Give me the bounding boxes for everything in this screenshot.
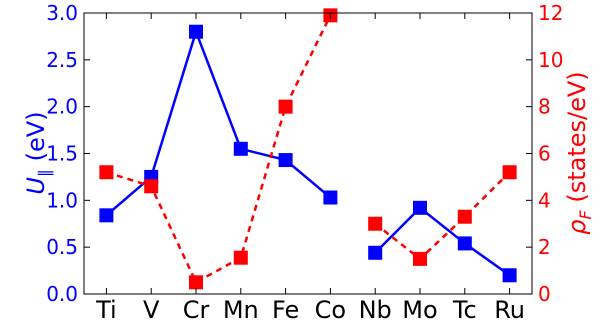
x-tick-label: Tc (452, 296, 477, 324)
data-point-left (189, 24, 203, 39)
data-point-left (368, 245, 383, 260)
left-axis-label: U∥ (eV) (22, 111, 54, 194)
x-tick-label: Cr (183, 296, 210, 324)
x-tick-label: V (143, 296, 160, 324)
x-tick-label: Mn (223, 296, 259, 324)
right-y-tick-label: 10 (538, 48, 563, 72)
x-tick-label: Fe (272, 296, 299, 324)
left-axis-label-main: U (22, 177, 50, 195)
data-point-left (99, 208, 114, 223)
data-point-right (413, 251, 427, 266)
data-point-left (457, 236, 472, 251)
right-y-tick-label: 0 (538, 282, 551, 306)
data-point-left (502, 268, 517, 283)
x-tick-label: Mo (402, 296, 437, 324)
data-point-right (457, 209, 472, 224)
x-tick-label: Nb (359, 296, 392, 324)
right-y-tick-label: 2 (538, 235, 551, 259)
data-point-left (323, 190, 338, 205)
data-point-right (278, 99, 293, 114)
right-axis-label-main: ρ (563, 219, 591, 234)
x-tick-label: Ru (494, 296, 525, 324)
series-layer (99, 8, 517, 290)
series-line-right (106, 14, 332, 285)
x-tick-label: Co (315, 296, 346, 324)
x-tick-label: Ti (95, 296, 117, 324)
left-y-tick-label: 1.5 (46, 142, 78, 166)
series-line-left (374, 206, 511, 277)
left-axis-label-unit: (eV) (22, 111, 50, 169)
right-axis-label-unit: (states/eV) (563, 71, 591, 210)
data-point-right (144, 179, 159, 194)
left-y-tick-label: 2.0 (46, 95, 78, 119)
data-point-right (368, 216, 383, 231)
right-y-tick-label: 6 (538, 142, 551, 166)
right-y-tick-label: 12 (538, 1, 563, 25)
left-y-tick-label: 2.5 (46, 48, 78, 72)
data-point-right (189, 275, 203, 290)
left-y-tick-label: 0.0 (46, 282, 78, 306)
plot-frame (83, 12, 533, 295)
data-point-right (233, 250, 248, 265)
series-line-right (374, 171, 511, 261)
data-point-right (502, 165, 517, 180)
ticks-layer: Ti V Cr Mn Fe Co Nb Mo Tc Ru 0.0 0.5 1.0 1.5 2.0 2.5 3.0… (46, 1, 563, 324)
data-point-right (99, 165, 114, 180)
right-y-tick-label: 4 (538, 188, 551, 212)
left-axis-label-sub: ∥ (35, 169, 54, 177)
series-line-left (105, 27, 332, 217)
data-point-left (413, 200, 427, 215)
right-axis-label: ρF (states/eV) (563, 71, 595, 234)
data-point-left (278, 153, 293, 168)
left-y-tick-label: 0.5 (46, 235, 78, 259)
left-y-tick-label: 3.0 (46, 1, 78, 25)
right-y-tick-label: 8 (538, 95, 551, 119)
series-right (99, 8, 517, 290)
right-axis-label-sub: F (576, 209, 595, 219)
left-y-tick-label: 1.0 (46, 188, 78, 212)
data-point-left (233, 141, 248, 156)
